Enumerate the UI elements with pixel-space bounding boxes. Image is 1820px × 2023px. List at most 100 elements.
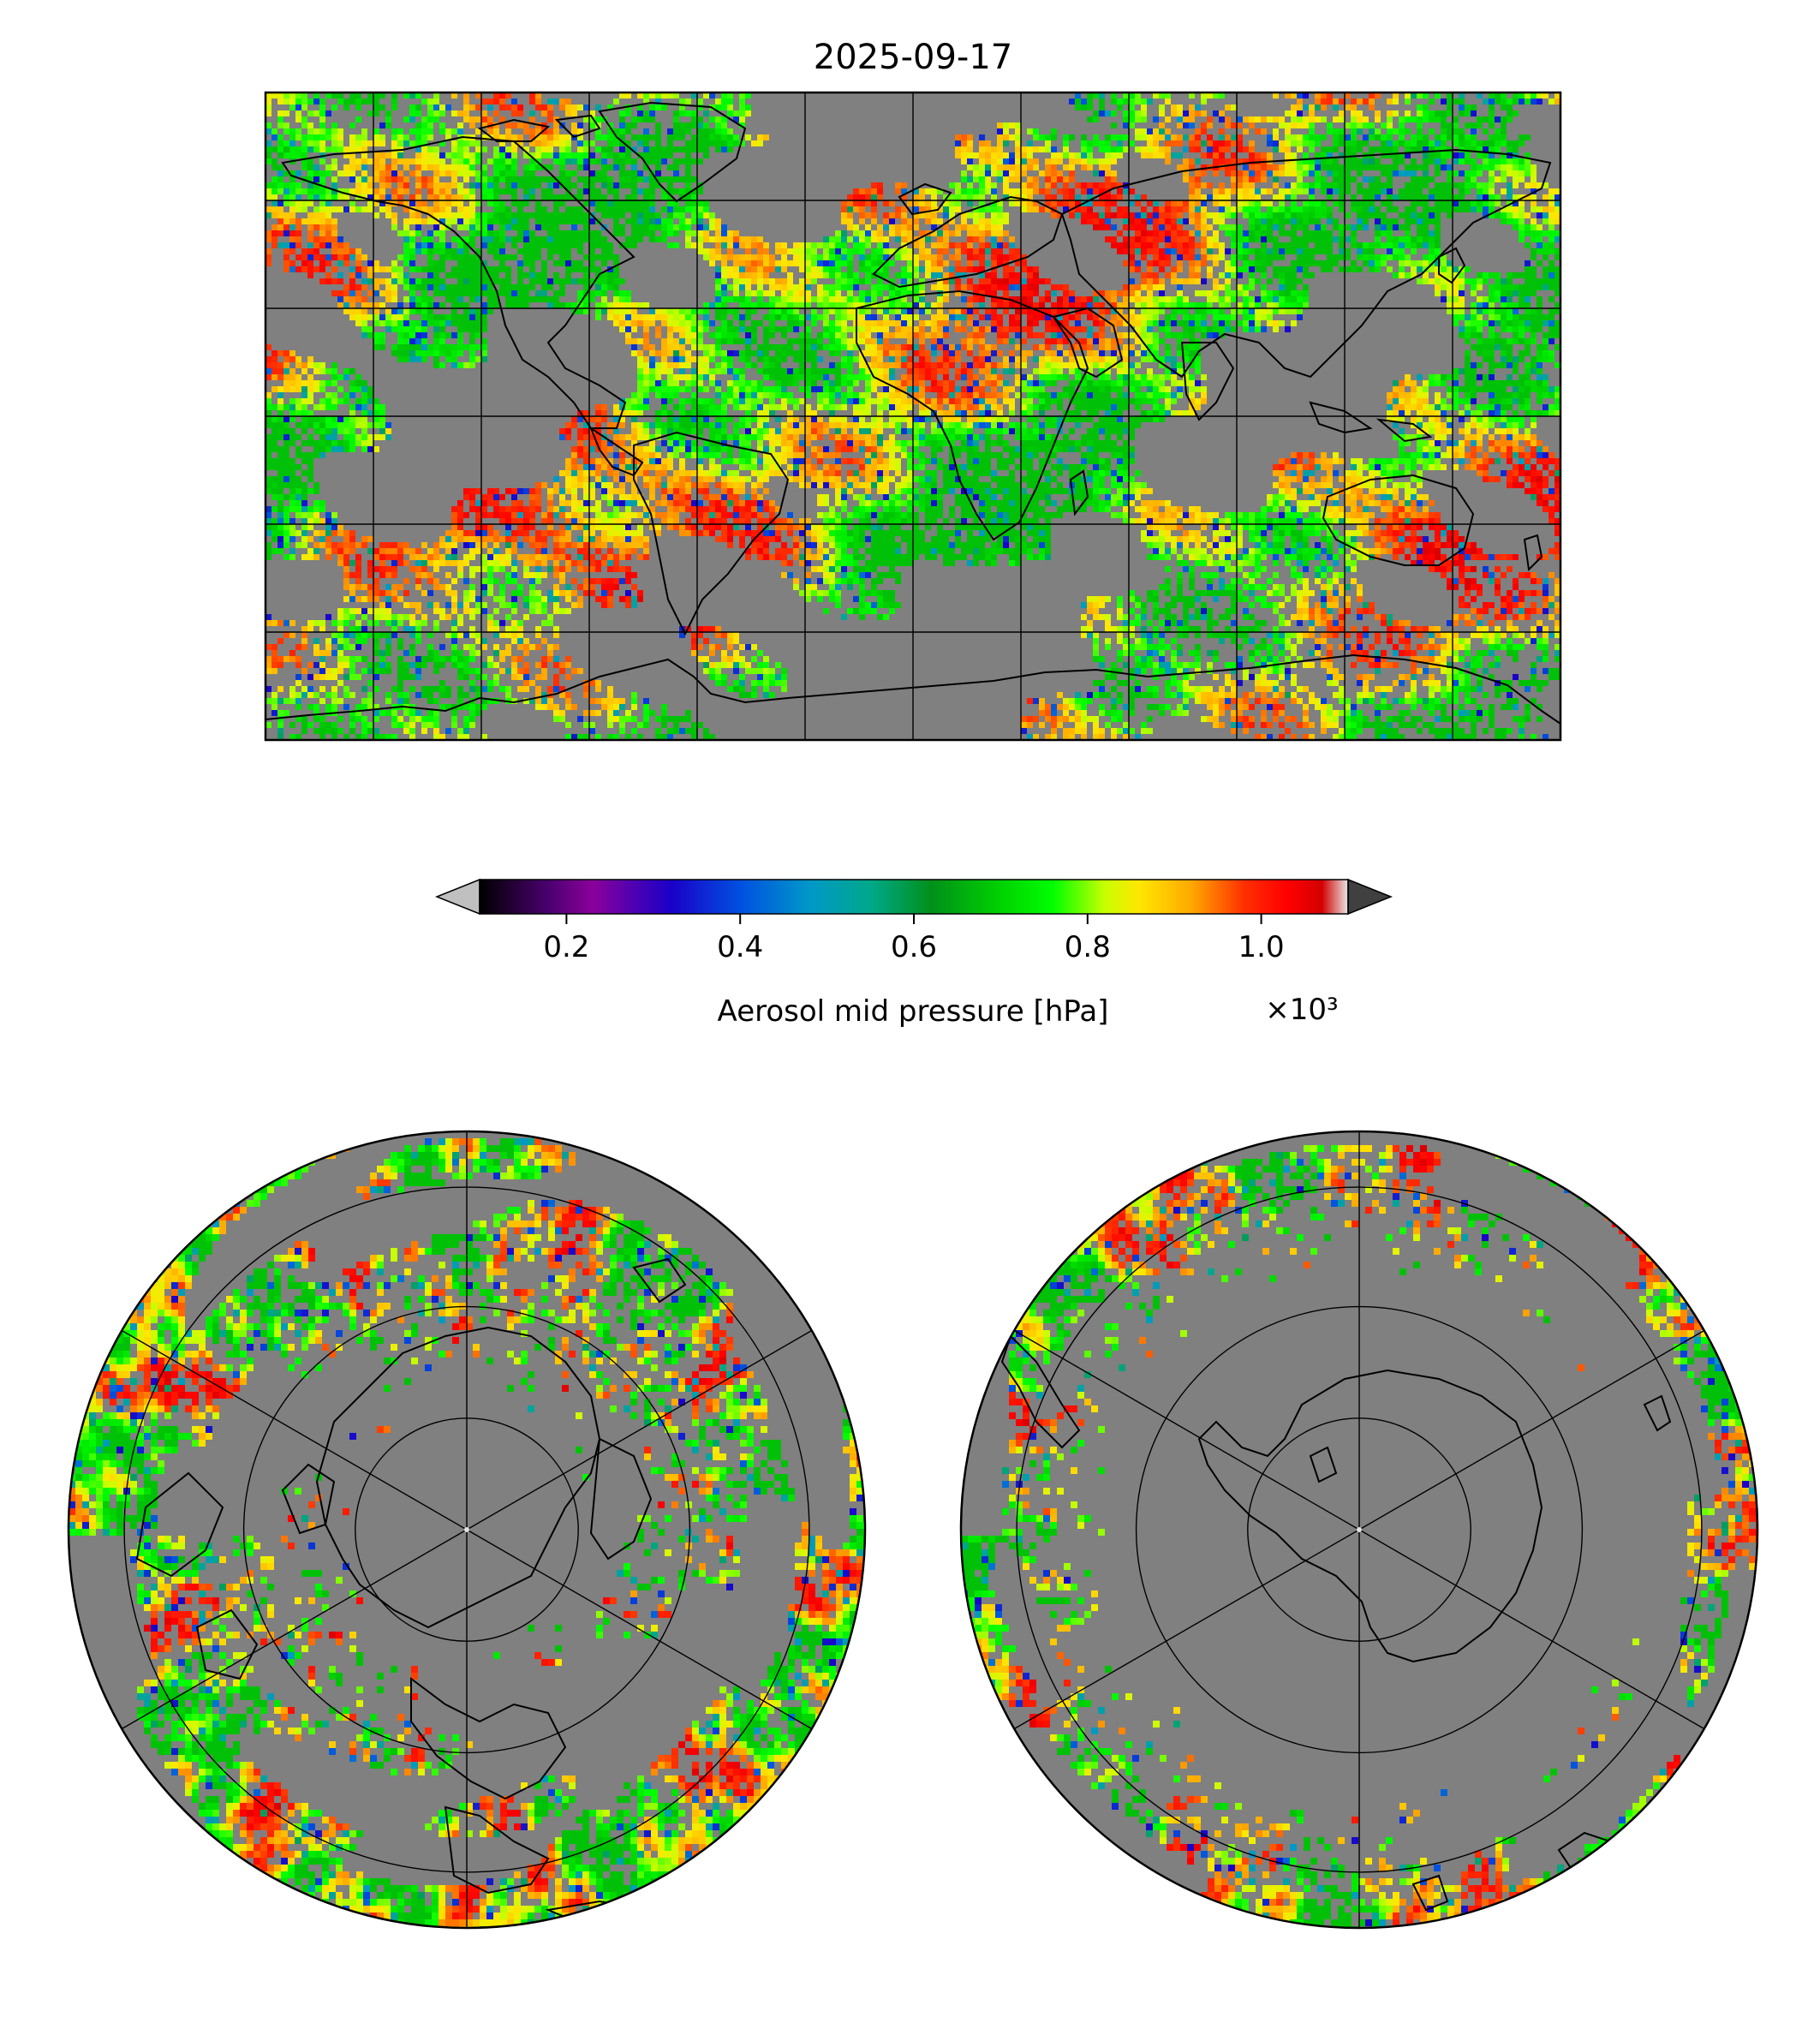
global-aerosol-pixel (655, 176, 661, 182)
global-aerosol-pixel (355, 320, 361, 326)
global-aerosol-pixel (601, 200, 607, 206)
global-aerosol-pixel (691, 146, 697, 152)
global-aerosol-pixel (1153, 296, 1159, 302)
global-aerosol-pixel (1063, 314, 1069, 320)
global-aerosol-pixel (715, 230, 721, 236)
global-aerosol-pixel (601, 146, 607, 152)
global-aerosol-pixel (427, 164, 433, 170)
global-aerosol-pixel (319, 278, 325, 284)
global-aerosol-pixel (1243, 212, 1249, 218)
global-aerosol-pixel (1177, 164, 1183, 170)
global-aerosol-pixel (1027, 296, 1033, 302)
global-aerosol-pixel (1489, 284, 1495, 290)
global-aerosol-pixel (266, 128, 272, 134)
global-aerosol-pixel (283, 242, 289, 248)
global-aerosol-pixel (439, 158, 445, 164)
global-aerosol-pixel (289, 236, 295, 242)
global-aerosol-pixel (445, 248, 451, 254)
global-aerosol-pixel (1453, 182, 1459, 188)
global-aerosol-pixel (1177, 242, 1183, 248)
global-aerosol-pixel (1537, 236, 1543, 242)
global-aerosol-pixel (1183, 308, 1189, 314)
global-aerosol-pixel (1369, 92, 1375, 98)
global-aerosol-pixel (877, 254, 883, 260)
global-aerosol-pixel (1519, 92, 1525, 98)
global-aerosol-pixel (463, 164, 469, 170)
global-aerosol-pixel (1279, 206, 1285, 212)
global-aerosol-pixel (1501, 116, 1507, 122)
global-aerosol-pixel (769, 278, 775, 284)
global-aerosol-pixel (1057, 326, 1063, 332)
global-aerosol-pixel (1495, 308, 1501, 314)
global-aerosol-pixel (385, 176, 391, 182)
global-aerosol-pixel (1507, 188, 1513, 194)
global-aerosol-pixel (272, 188, 277, 194)
global-aerosol-pixel (1297, 206, 1303, 212)
global-aerosol-pixel (427, 206, 433, 212)
global-aerosol-pixel (763, 260, 769, 266)
global-aerosol-pixel (343, 104, 349, 110)
global-aerosol-pixel (1273, 308, 1279, 314)
global-aerosol-pixel (553, 158, 559, 164)
global-aerosol-pixel (469, 314, 475, 320)
global-aerosol-pixel (1387, 248, 1393, 254)
global-aerosol-pixel (703, 140, 709, 146)
global-aerosol-pixel (1429, 128, 1435, 134)
global-aerosol-pixel (373, 110, 379, 116)
global-aerosol-pixel (871, 314, 877, 320)
global-aerosol-pixel (1171, 152, 1177, 158)
global-aerosol-pixel (463, 188, 469, 194)
global-aerosol-pixel (1333, 98, 1339, 104)
global-aerosol-pixel (649, 188, 655, 194)
global-aerosol-pixel (1525, 158, 1531, 164)
global-aerosol-pixel (1213, 308, 1219, 314)
global-aerosol-pixel (589, 194, 595, 200)
global-aerosol-pixel (691, 200, 697, 206)
global-aerosol-pixel (1375, 110, 1381, 116)
global-aerosol-pixel (517, 296, 523, 302)
global-aerosol-pixel (511, 164, 517, 170)
global-aerosol-pixel (1501, 164, 1507, 170)
global-aerosol-pixel (367, 158, 373, 164)
global-aerosol-pixel (667, 128, 673, 134)
global-aerosol-pixel (1399, 152, 1405, 158)
global-aerosol-pixel (283, 260, 289, 266)
global-aerosol-pixel (1207, 242, 1213, 248)
global-aerosol-pixel (835, 230, 841, 236)
global-aerosol-pixel (1519, 314, 1525, 320)
global-aerosol-pixel (1171, 296, 1177, 302)
global-aerosol-pixel (1531, 320, 1537, 326)
global-aerosol-pixel (703, 110, 709, 116)
global-aerosol-pixel (1135, 266, 1141, 272)
global-aerosol-pixel (1003, 182, 1009, 188)
global-aerosol-pixel (379, 290, 385, 296)
global-aerosol-pixel (355, 158, 361, 164)
global-aerosol-pixel (1255, 254, 1261, 260)
global-aerosol-pixel (733, 116, 739, 122)
global-aerosol-pixel (1159, 218, 1165, 224)
global-aerosol-pixel (1489, 206, 1495, 212)
global-aerosol-pixel (1015, 170, 1021, 176)
global-aerosol-pixel (469, 116, 475, 122)
global-aerosol-pixel (955, 326, 961, 332)
global-aerosol-pixel (649, 134, 655, 140)
global-aerosol-pixel (397, 278, 403, 284)
global-aerosol-pixel (1525, 320, 1531, 326)
global-aerosol-pixel (895, 272, 901, 278)
global-aerosol-pixel (817, 260, 823, 266)
global-aerosol-pixel (961, 326, 967, 332)
global-aerosol-pixel (985, 146, 991, 152)
global-aerosol-pixel (1548, 314, 1554, 320)
global-aerosol-pixel (343, 98, 349, 104)
global-aerosol-pixel (1429, 110, 1435, 116)
global-aerosol-pixel (1285, 140, 1291, 146)
global-aerosol-pixel (1393, 158, 1399, 164)
global-aerosol-pixel (1339, 128, 1345, 134)
global-aerosol-pixel (1363, 116, 1369, 122)
global-aerosol-pixel (1273, 128, 1279, 134)
global-aerosol-pixel (337, 272, 343, 278)
global-aerosol-pixel (655, 332, 661, 338)
global-aerosol-pixel (1483, 188, 1489, 194)
global-aerosol-pixel (295, 200, 301, 206)
global-aerosol-pixel (817, 290, 823, 296)
